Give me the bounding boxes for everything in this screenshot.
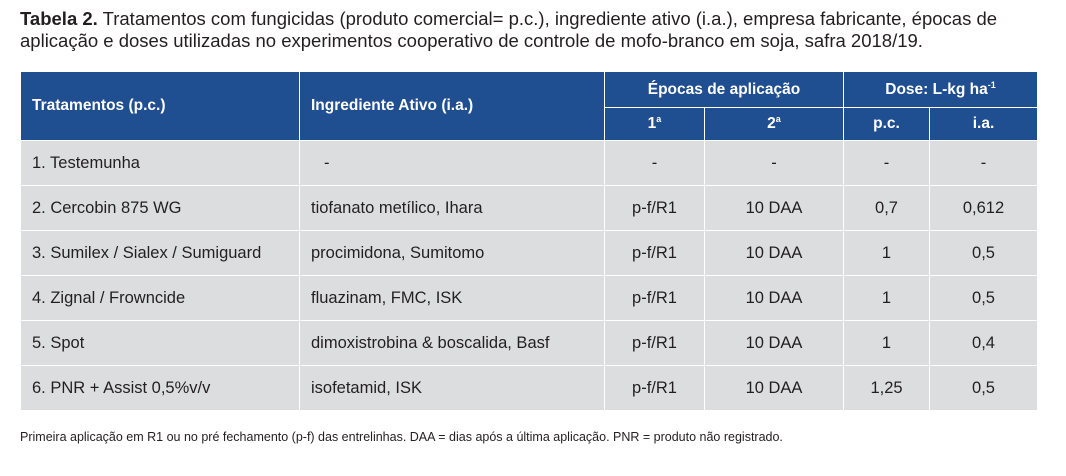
cell-ingrediente: tiofanato metílico, Ihara	[299, 185, 605, 231]
cell-ia: 0,5	[929, 275, 1038, 321]
header-ingrediente: Ingrediente Ativo (i.a.)	[299, 71, 605, 141]
cell-pc: -	[843, 140, 930, 186]
treatments-table: Tratamentos (p.c.) Ingrediente Ativo (i.…	[20, 71, 1038, 411]
table-row: 5. Spot dimoxistrobina & boscalida, Basf…	[20, 320, 1038, 366]
header-tratamentos: Tratamentos (p.c.)	[20, 71, 300, 141]
caption-text: Tratamentos com fungicidas (produto come…	[20, 8, 998, 51]
cell-ingrediente: dimoxistrobina & boscalida, Basf	[299, 320, 605, 366]
cell-pc: 1	[843, 320, 930, 366]
cell-pc: 1	[843, 275, 930, 321]
cell-ia: -	[929, 140, 1038, 186]
cell-epoca2: 10 DAA	[704, 230, 844, 276]
cell-epoca2: -	[704, 140, 844, 186]
cell-epoca1: p-f/R1	[604, 365, 705, 411]
cell-ia: 0,612	[929, 185, 1038, 231]
cell-tratamento: 3. Sumilex / Sialex / Sumiguard	[20, 230, 300, 276]
header-epoca2-sup: a	[775, 113, 781, 124]
table-footnote: Primeira aplicação em R1 ou no pré fecha…	[20, 430, 783, 444]
header-dose: Dose: L-kg ha-1	[843, 71, 1038, 108]
cell-ingrediente: isofetamid, ISK	[299, 365, 605, 411]
cell-tratamento: 5. Spot	[20, 320, 300, 366]
cell-ia: 0,5	[929, 365, 1038, 411]
header-epoca2-text: 2	[767, 115, 776, 132]
cell-epoca1: p-f/R1	[604, 275, 705, 321]
cell-epoca2: 10 DAA	[704, 185, 844, 231]
cell-ia: 0,4	[929, 320, 1038, 366]
table-row: 2. Cercobin 875 WG tiofanato metílico, I…	[20, 185, 1038, 231]
cell-tratamento: 1. Testemunha	[20, 140, 300, 186]
cell-tratamento: 2. Cercobin 875 WG	[20, 185, 300, 231]
cell-epoca2: 10 DAA	[704, 275, 844, 321]
cell-pc: 1,25	[843, 365, 930, 411]
table-row: 4. Zignal / Frowncide fluazinam, FMC, IS…	[20, 275, 1038, 321]
table-row: 3. Sumilex / Sialex / Sumiguard procimid…	[20, 230, 1038, 276]
header-epoca1: 1a	[604, 107, 705, 141]
cell-pc: 0,7	[843, 185, 930, 231]
header-dose-text: Dose: L-kg ha	[885, 80, 988, 98]
table-row: 6. PNR + Assist 0,5%v/v isofetamid, ISK …	[20, 365, 1038, 411]
cell-epoca1: -	[604, 140, 705, 186]
cell-epoca1: p-f/R1	[604, 185, 705, 231]
cell-tratamento: 4. Zignal / Frowncide	[20, 275, 300, 321]
cell-pc: 1	[843, 230, 930, 276]
cell-epoca1: p-f/R1	[604, 320, 705, 366]
table-row: 1. Testemunha - - - - -	[20, 140, 1038, 186]
cell-epoca2: 10 DAA	[704, 320, 844, 366]
header-epocas: Épocas de aplicação	[604, 71, 844, 108]
header-epoca1-sup: a	[656, 113, 662, 124]
header-pc: p.c.	[843, 107, 930, 141]
header-epoca2: 2a	[704, 107, 844, 141]
cell-ingrediente: fluazinam, FMC, ISK	[299, 275, 605, 321]
cell-ia: 0,5	[929, 230, 1038, 276]
caption-label: Tabela 2.	[20, 8, 98, 29]
table-caption: Tabela 2. Tratamentos com fungicidas (pr…	[20, 8, 1050, 52]
cell-tratamento: 6. PNR + Assist 0,5%v/v	[20, 365, 300, 411]
cell-epoca2: 10 DAA	[704, 365, 844, 411]
header-ia: i.a.	[929, 107, 1038, 141]
header-dose-sup: -1	[987, 79, 996, 90]
cell-ingrediente: -	[299, 140, 605, 186]
cell-epoca1: p-f/R1	[604, 230, 705, 276]
cell-ingrediente: procimidona, Sumitomo	[299, 230, 605, 276]
header-epoca1-text: 1	[647, 115, 657, 132]
